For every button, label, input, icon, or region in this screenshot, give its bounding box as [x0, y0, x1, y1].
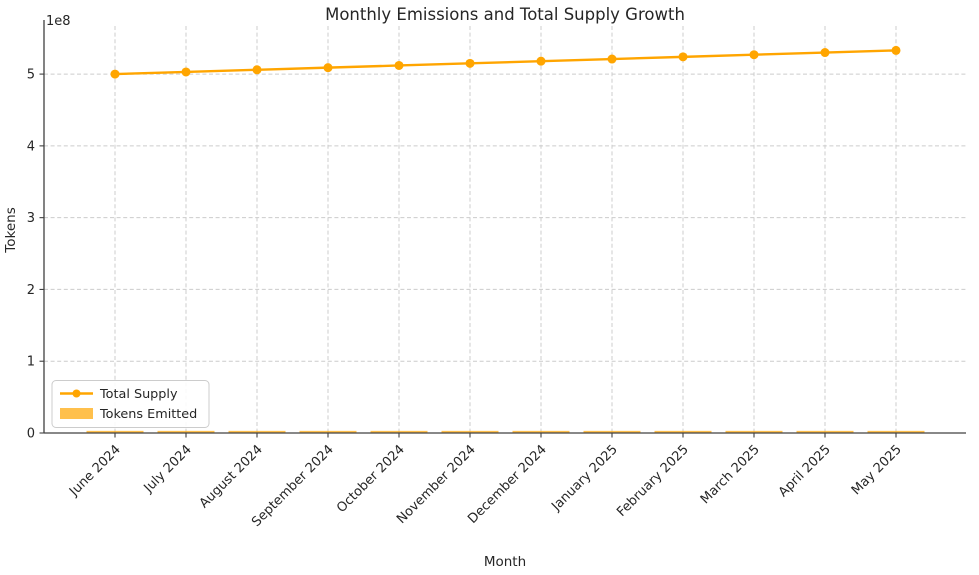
legend-bar-swatch — [60, 408, 93, 419]
y-tick-label: 0 — [27, 427, 35, 442]
total-supply-point — [536, 56, 546, 66]
chart-title: Monthly Emissions and Total Supply Growt… — [325, 5, 685, 24]
total-supply-point — [394, 60, 404, 70]
tokens-emitted-bar — [370, 430, 428, 433]
y-tick-label: 1 — [27, 355, 35, 370]
x-axis-label: Month — [484, 554, 526, 570]
total-supply-point — [749, 50, 759, 60]
tokens-emitted-bar — [583, 430, 641, 433]
total-supply-point — [607, 54, 617, 64]
x-tick-label: June 2024 — [66, 442, 124, 500]
x-tick-label: February 2025 — [614, 442, 692, 520]
y-tick-label: 2 — [27, 283, 35, 298]
y-axis-offset-label: 1e8 — [46, 14, 71, 29]
total-supply-point — [110, 69, 120, 79]
total-supply-point — [465, 58, 475, 68]
tokens-emitted-bar — [228, 430, 286, 433]
x-tick-label: July 2024 — [141, 442, 195, 496]
tokens-emitted-bar — [157, 430, 215, 433]
tokens-emitted-bar — [867, 430, 925, 433]
total-supply-point — [891, 45, 901, 55]
legend-line-marker-icon — [72, 389, 81, 398]
total-supply-line — [113, 49, 898, 76]
tokens-emitted-bar — [512, 430, 570, 433]
x-tick-label: March 2025 — [698, 442, 763, 507]
y-tick-label: 5 — [27, 68, 35, 83]
x-tick-label: January 2025 — [548, 442, 620, 514]
tokens-emitted-bar — [441, 430, 499, 433]
legend-entry-tokens-emitted: Tokens Emitted — [99, 407, 197, 422]
tokens-emitted-bar — [654, 430, 712, 433]
x-tick-label: May 2025 — [849, 442, 905, 498]
x-tick-label: December 2024 — [465, 442, 550, 527]
total-supply-point — [678, 52, 688, 62]
total-supply-point — [323, 63, 333, 73]
y-axis-label: Tokens — [3, 207, 19, 253]
tokens-emitted-bar — [86, 430, 144, 433]
y-tick-label: 3 — [27, 211, 35, 226]
legend-entry-total-supply: Total Supply — [99, 387, 178, 402]
total-supply-point — [252, 65, 262, 75]
tokens-emitted-bar — [725, 430, 783, 433]
y-tick-label: 4 — [27, 139, 35, 154]
x-tick-label: October 2024 — [334, 442, 408, 516]
total-supply-point — [181, 67, 191, 77]
x-tick-label: August 2024 — [197, 442, 266, 511]
total-supply-point — [820, 48, 830, 58]
x-tick-label: April 2025 — [776, 442, 834, 500]
legend: Total Supply Tokens Emitted — [51, 380, 210, 428]
tokens-emitted-bar — [299, 430, 357, 433]
tokens-emitted-bar — [796, 430, 854, 433]
